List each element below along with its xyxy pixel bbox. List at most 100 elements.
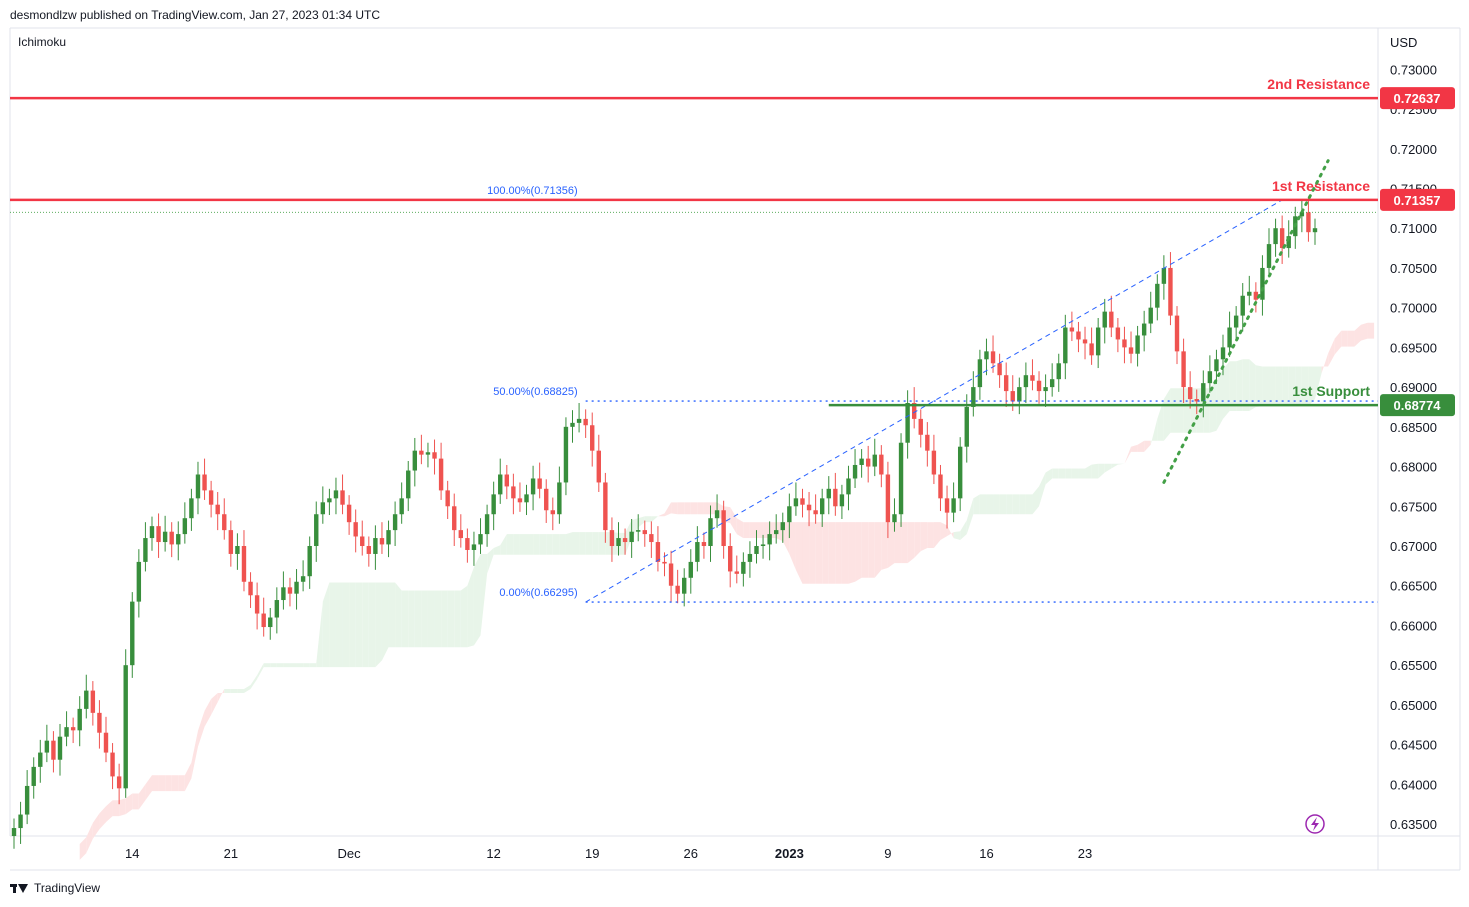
ichimoku-cloud-segment — [953, 531, 961, 541]
candle-body — [1273, 228, 1278, 245]
x-tick-label: 9 — [884, 846, 891, 861]
indicator-label[interactable]: Ichimoku — [18, 35, 67, 49]
candle-body — [1056, 363, 1061, 380]
ichimoku-cloud-segment — [79, 837, 87, 860]
footer-brand[interactable]: TradingView — [10, 881, 100, 895]
lightning-icon[interactable] — [1305, 814, 1325, 834]
ichimoku-cloud-segment — [86, 822, 93, 854]
candle-body — [951, 498, 956, 513]
candle-body — [971, 387, 976, 407]
ichimoku-cloud-segment — [92, 813, 100, 839]
candle-body — [570, 422, 575, 427]
candle-body — [918, 418, 923, 435]
candle-body — [793, 498, 799, 507]
candle-body — [1063, 327, 1068, 364]
ichimoku-cloud-segment — [224, 689, 231, 693]
ichimoku-cloud-segment — [671, 502, 678, 515]
ichimoku-cloud-segment — [1137, 440, 1145, 452]
ichimoku-cloud-segment — [421, 590, 428, 648]
candle-body — [938, 474, 943, 499]
ichimoku-cloud-segment — [585, 532, 593, 555]
y-tick-label: 0.66000 — [1390, 618, 1437, 633]
ichimoku-cloud-segment — [1039, 472, 1046, 507]
ichimoku-cloud-segment — [861, 522, 869, 578]
candle-body — [1082, 339, 1088, 344]
candle-body — [714, 510, 720, 519]
candle-body — [590, 425, 595, 451]
candle-body — [622, 538, 628, 543]
candle-body — [708, 518, 713, 547]
candle-body — [944, 498, 950, 513]
candle-body — [1299, 212, 1305, 217]
ichimoku-cloud-segment — [151, 775, 159, 792]
ichimoku-cloud-segment — [487, 547, 494, 574]
candle-body — [287, 587, 293, 594]
candle-body — [438, 458, 444, 491]
tradingview-logo-icon — [10, 882, 28, 894]
ichimoku-cloud-segment — [947, 525, 954, 539]
candle-body — [504, 474, 510, 487]
ichimoku-cloud-segment — [973, 494, 980, 515]
ichimoku-cloud-segment — [165, 775, 172, 792]
candle-body — [320, 502, 326, 515]
ichimoku-cloud-segment — [447, 590, 455, 648]
ichimoku-cloud-segment — [493, 545, 501, 555]
ichimoku-cloud-segment — [756, 522, 764, 539]
candle-body — [353, 522, 358, 537]
level-label: 2nd Resistance — [1267, 76, 1370, 92]
ichimoku-cloud-segment — [940, 522, 948, 541]
ichimoku-cloud-segment — [105, 800, 113, 823]
candle-body — [563, 426, 569, 483]
ichimoku-cloud-segment — [822, 522, 829, 584]
ichimoku-cloud-segment — [178, 775, 185, 792]
candle-body — [18, 814, 23, 829]
fib-level-label: 100.00%(0.71356) — [487, 185, 578, 197]
ichimoku-cloud-segment — [454, 590, 461, 648]
ichimoku-cloud-segment — [362, 582, 369, 668]
y-tick-label: 0.69500 — [1390, 340, 1437, 355]
ichimoku-cloud-segment — [894, 522, 902, 564]
candle-body — [149, 526, 155, 539]
ichimoku-cloud-segment — [684, 502, 691, 515]
ichimoku-cloud-segment — [1295, 366, 1302, 407]
candle-body — [1102, 311, 1107, 328]
candle-body — [990, 351, 996, 364]
candle-body — [806, 504, 812, 511]
candle-body — [162, 531, 168, 543]
ichimoku-cloud-segment — [901, 522, 908, 564]
ichimoku-cloud-segment — [132, 793, 139, 810]
ichimoku-cloud-segment — [743, 522, 750, 539]
ichimoku-cloud-segment — [1223, 361, 1230, 419]
candle-body — [24, 785, 30, 815]
ichimoku-cloud-segment — [1052, 468, 1059, 479]
ichimoku-cloud-segment — [1006, 494, 1013, 515]
candle-body — [1023, 375, 1029, 388]
candle-body — [169, 531, 174, 545]
ichimoku-cloud-segment — [342, 582, 350, 668]
ichimoku-cloud-segment — [257, 663, 264, 680]
ichimoku-cloud-segment — [211, 692, 218, 715]
ichimoku-cloud-segment — [1091, 463, 1099, 479]
candle-body — [550, 510, 555, 515]
y-tick-label: 0.64500 — [1390, 738, 1437, 753]
candle-body — [537, 478, 542, 489]
ichimoku-cloud-segment — [1321, 353, 1329, 374]
candle-body — [931, 450, 937, 475]
candle-body — [419, 450, 424, 455]
ichimoku-cloud-segment — [184, 762, 192, 792]
ichimoku-cloud-segment — [927, 522, 934, 548]
candle-body — [1253, 291, 1259, 300]
candle-body — [340, 490, 345, 505]
candle-body — [202, 474, 207, 491]
ichimoku-cloud-segment — [270, 663, 277, 668]
candle-body — [1010, 391, 1015, 402]
ichimoku-cloud-segment — [296, 663, 304, 668]
ichimoku-cloud-segment — [920, 522, 928, 552]
ichimoku-cloud-segment — [1249, 359, 1256, 411]
ichimoku-cloud-segment — [1019, 494, 1026, 515]
y-tick-label: 0.64000 — [1390, 777, 1437, 792]
candle-body — [1115, 327, 1121, 340]
x-tick-label: 26 — [684, 846, 698, 861]
candle-body — [728, 546, 733, 572]
